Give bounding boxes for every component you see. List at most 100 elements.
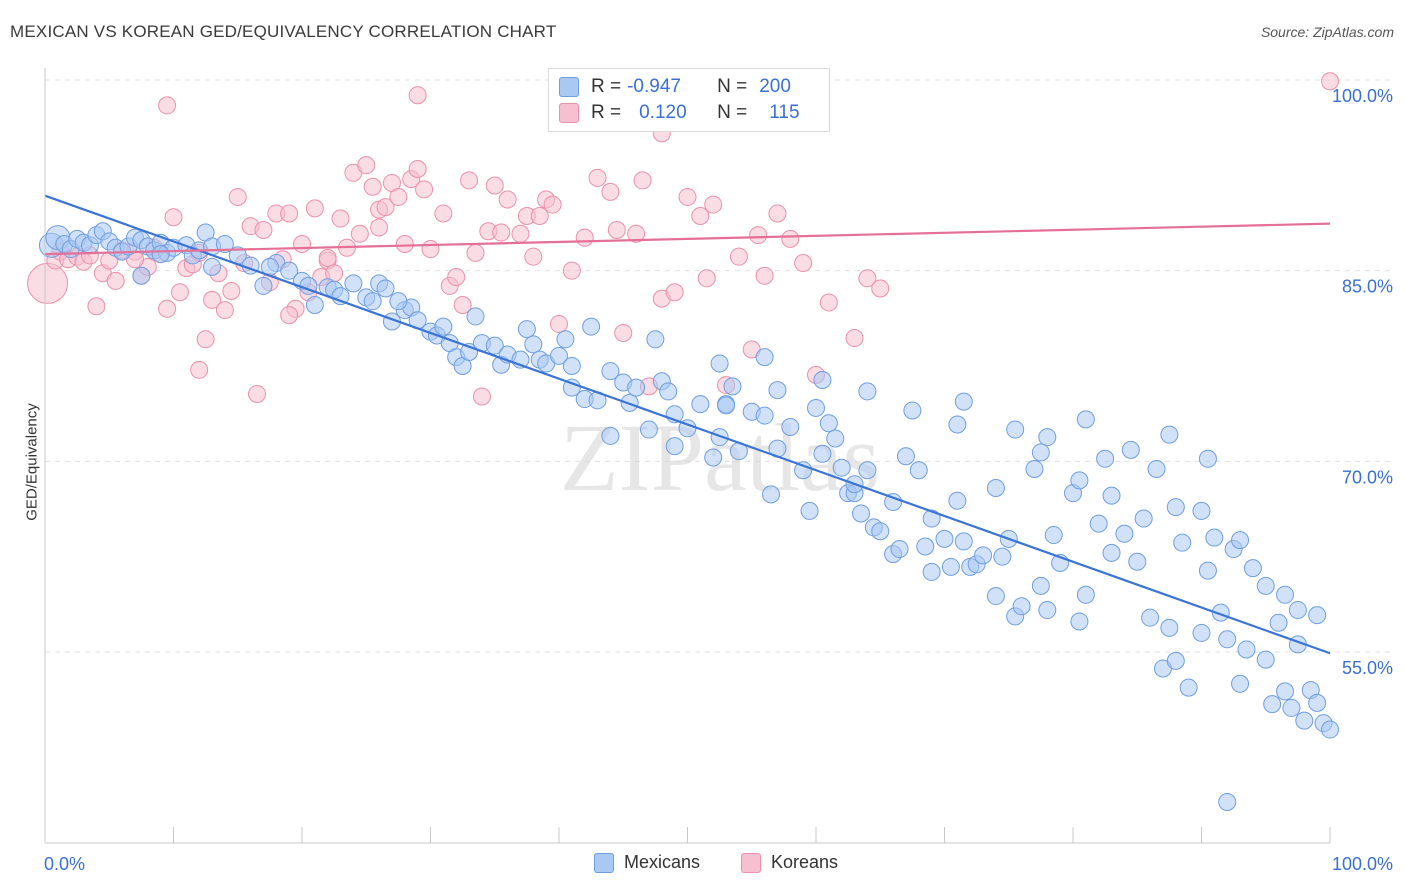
mexican-point xyxy=(1070,471,1089,490)
mexican-point xyxy=(659,382,678,401)
korean-point xyxy=(492,223,511,242)
legend-r-value: -0.947 xyxy=(627,76,681,97)
mexican-point xyxy=(954,392,973,411)
korean-point xyxy=(633,171,652,190)
mexican-point xyxy=(485,336,504,355)
korean-point xyxy=(819,293,838,312)
korean-point xyxy=(376,198,395,217)
mexican-point xyxy=(1218,792,1237,811)
korean-point xyxy=(408,86,427,105)
korean-point xyxy=(472,387,491,406)
mexican-point xyxy=(1276,585,1295,604)
mexican-point xyxy=(858,461,877,480)
korean-point xyxy=(447,268,466,287)
mexican-point xyxy=(755,348,774,367)
korean-point xyxy=(453,295,472,314)
legend-item-mexicans[interactable]: Mexicans xyxy=(594,852,700,873)
korean-point xyxy=(164,208,183,227)
mexican-point xyxy=(1141,608,1160,627)
legend-swatch-koreans xyxy=(559,103,579,123)
korean-point xyxy=(363,177,382,196)
legend-label-mexicans: Mexicans xyxy=(624,852,701,872)
mexican-point xyxy=(601,426,620,445)
korean-point xyxy=(498,190,517,209)
korean-point xyxy=(511,224,530,243)
korean-point xyxy=(794,254,813,273)
mexican-point xyxy=(884,493,903,512)
korean-point xyxy=(331,209,350,228)
korean-point xyxy=(466,243,485,262)
mexican-point xyxy=(993,547,1012,566)
mexican-point xyxy=(954,532,973,551)
korean-point xyxy=(627,224,646,243)
mexican-point xyxy=(524,335,543,354)
mexicans-trend-line xyxy=(44,194,1331,655)
mexican-point xyxy=(389,292,408,311)
mexican-point xyxy=(858,382,877,401)
legend-row-mexicans: R = -0.947 N = 200 xyxy=(559,75,791,99)
mexican-point xyxy=(826,429,845,448)
mexican-point xyxy=(781,418,800,437)
korean-point xyxy=(562,261,581,280)
mexican-point xyxy=(1038,601,1057,620)
mexican-point xyxy=(768,381,787,400)
legend-label-koreans: Koreans xyxy=(771,852,839,872)
mexican-point xyxy=(562,357,581,375)
mexican-point xyxy=(1038,428,1057,447)
legend-n-label: N = xyxy=(717,102,748,123)
korean-point xyxy=(280,204,299,223)
korean-point xyxy=(524,247,543,266)
mexican-point xyxy=(151,245,170,264)
korean-point xyxy=(280,306,299,325)
mexican-point xyxy=(710,354,729,373)
korean-point xyxy=(665,283,684,302)
mexican-point xyxy=(813,444,832,463)
legend-n-value: 200 xyxy=(759,76,791,97)
korean-point xyxy=(350,224,369,243)
korean-point xyxy=(550,315,568,334)
legend-item-koreans[interactable]: Koreans xyxy=(741,852,838,873)
korean-point xyxy=(845,329,864,348)
korean-point xyxy=(305,199,324,218)
mexican-point xyxy=(1243,559,1262,578)
mexican-point xyxy=(1044,526,1063,545)
x-tick-label: 0.0% xyxy=(44,854,85,874)
legend-r-label: R = xyxy=(591,76,622,97)
mexican-point xyxy=(832,458,851,477)
korean-point xyxy=(858,269,877,288)
mexican-point xyxy=(665,437,684,456)
mexican-point xyxy=(627,378,646,397)
korean-point xyxy=(415,180,434,199)
mexican-point xyxy=(794,461,813,480)
mexican-point xyxy=(1205,528,1224,547)
mexican-point xyxy=(1282,698,1301,717)
trend-lines xyxy=(44,194,1331,655)
mexican-point xyxy=(1321,720,1339,739)
korean-point xyxy=(691,207,710,226)
korean-point xyxy=(254,220,273,239)
mexican-point xyxy=(1102,486,1121,505)
mexican-point xyxy=(1192,623,1211,642)
korean-point xyxy=(530,207,549,226)
mexican-point xyxy=(1308,693,1327,712)
mexican-point xyxy=(646,330,665,349)
mexican-point xyxy=(723,377,742,396)
legend-row-koreans: R = 0.120 N = 115 xyxy=(559,101,800,125)
korean-point xyxy=(755,266,774,285)
mexican-point xyxy=(1076,585,1095,604)
x-tick-label: 100.0% xyxy=(1332,854,1393,874)
korean-point xyxy=(781,229,800,248)
mexican-point xyxy=(851,504,870,523)
series-legend: Mexicans Koreans xyxy=(0,852,1406,876)
mexican-point xyxy=(890,540,909,559)
mexican-point xyxy=(1147,459,1166,478)
legend-n-value: 115 xyxy=(769,102,800,123)
mexican-point xyxy=(1237,640,1256,659)
source-label: Source: ZipAtlas.com xyxy=(1260,24,1394,40)
mexican-point xyxy=(582,317,601,336)
korean-point xyxy=(248,384,267,403)
mexican-point xyxy=(562,378,581,397)
mexican-point xyxy=(550,346,568,365)
korean-point xyxy=(228,187,247,206)
mexican-point xyxy=(1115,524,1134,543)
